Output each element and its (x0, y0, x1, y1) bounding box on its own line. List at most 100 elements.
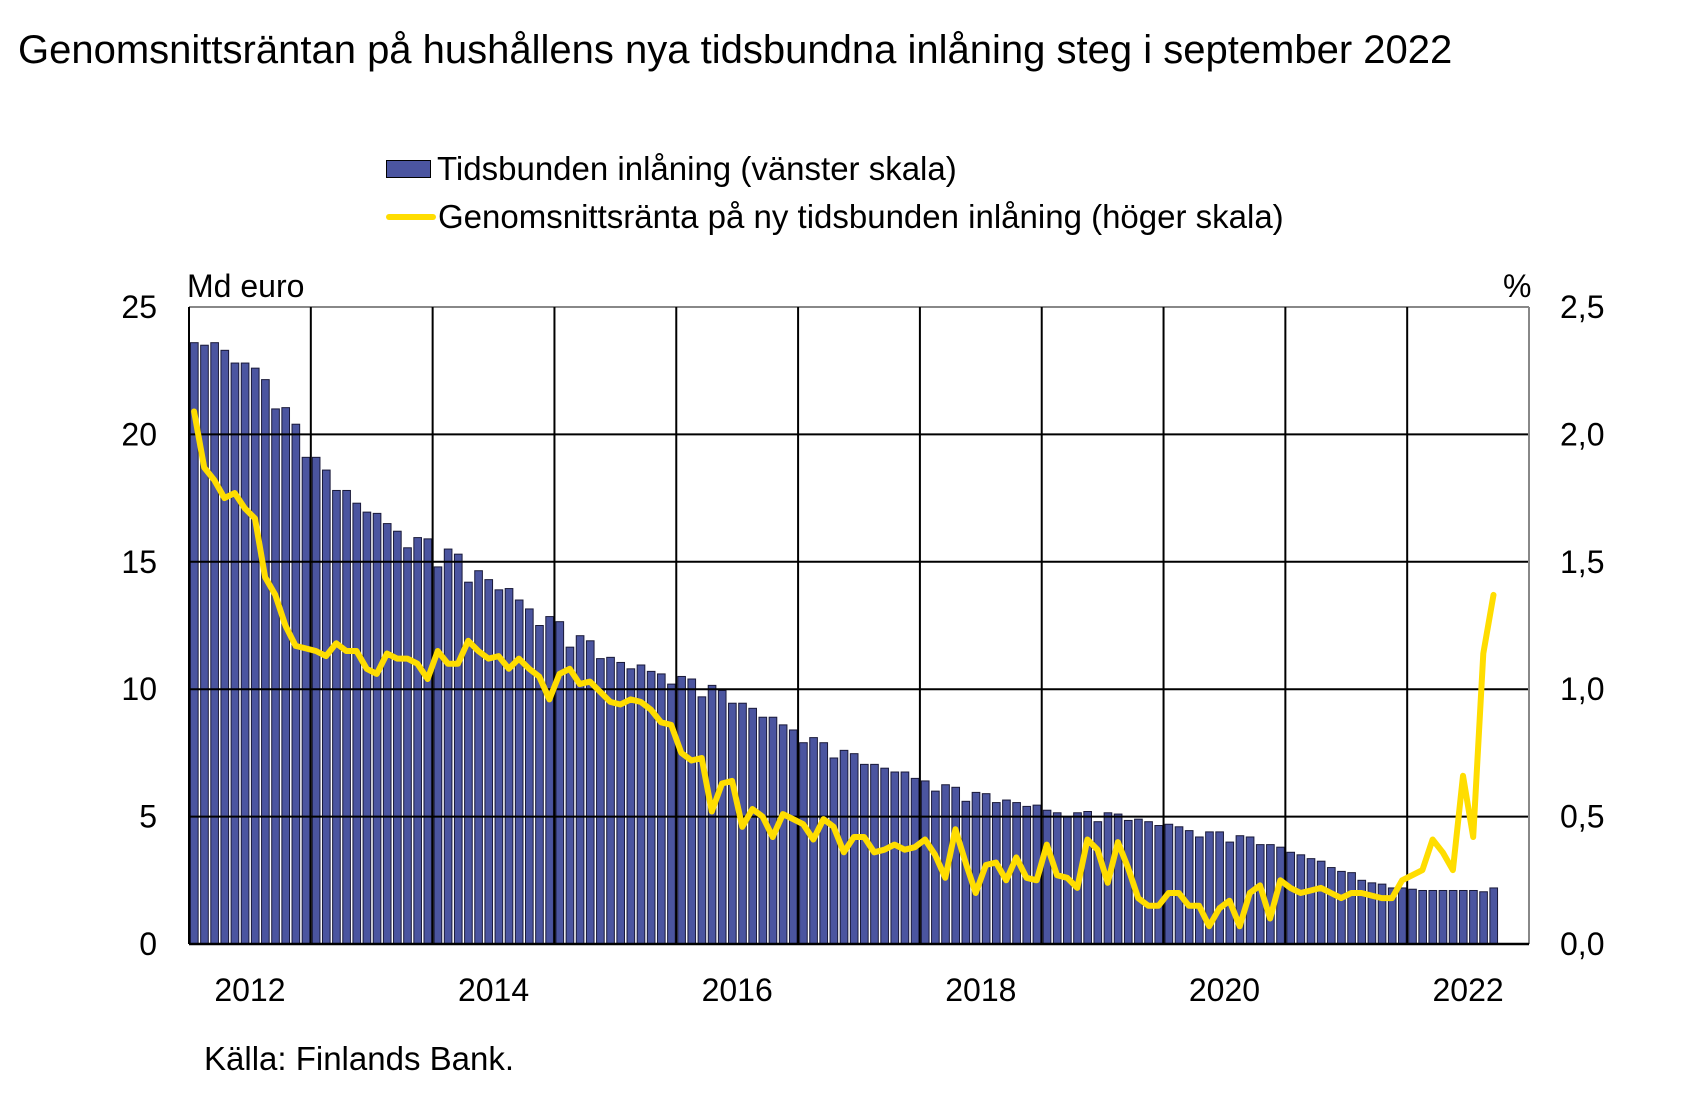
bar (433, 566, 443, 945)
x-tick-label: 2014 (458, 972, 529, 1008)
bar (413, 537, 422, 945)
chart-title: Genomsnittsräntan på hushållens nya tids… (18, 28, 1453, 72)
bar (707, 684, 717, 945)
bar (920, 780, 930, 945)
bar (900, 771, 910, 945)
bar (799, 742, 808, 945)
bar (565, 646, 575, 945)
bar (1306, 858, 1316, 945)
bar (778, 724, 788, 945)
right-tick-label: 0,0 (1560, 926, 1604, 962)
bar (545, 616, 554, 945)
bar (271, 408, 280, 945)
bar (494, 589, 504, 945)
bar (1408, 888, 1417, 945)
x-tick-label: 2020 (1189, 972, 1260, 1008)
bar (890, 771, 900, 945)
bar (484, 579, 494, 945)
bar (1448, 889, 1458, 945)
bar (1479, 891, 1488, 945)
bar (748, 707, 757, 945)
bar (504, 588, 514, 945)
bar (910, 777, 920, 945)
bar (301, 456, 311, 945)
bar (261, 379, 270, 945)
bar (1184, 830, 1194, 945)
bar (1195, 836, 1204, 945)
bar (1316, 860, 1326, 945)
left-axis-unit: Md euro (187, 268, 305, 304)
bar (1286, 851, 1296, 945)
bar (443, 548, 453, 945)
right-tick-label: 0,5 (1560, 799, 1604, 835)
bar (332, 489, 341, 945)
x-tick-label: 2016 (702, 972, 773, 1008)
bar (626, 668, 636, 945)
bar (453, 553, 463, 945)
bar (880, 767, 889, 945)
bar (819, 742, 829, 945)
bar (1326, 867, 1336, 945)
bar (1225, 841, 1235, 945)
bar (1154, 825, 1164, 945)
bar (1337, 870, 1346, 945)
source-note: Källa: Finlands Bank. (204, 1040, 515, 1077)
bar (849, 753, 859, 945)
bar (1266, 844, 1275, 945)
x-tick-label: 2022 (1432, 972, 1503, 1008)
bar (1438, 889, 1448, 945)
left-tick-label: 20 (121, 416, 157, 452)
bar (788, 729, 798, 945)
bar (728, 702, 737, 945)
legend-line-swatch (386, 214, 436, 220)
bar (697, 696, 707, 945)
bar (1489, 887, 1499, 945)
bar (1215, 831, 1224, 945)
legend-label-line: Genomsnittsränta på ny tidsbunden inlåni… (438, 198, 1284, 235)
right-tick-label: 2,5 (1560, 289, 1604, 325)
bar (860, 763, 869, 945)
bar (758, 716, 768, 945)
left-tick-label: 25 (121, 289, 157, 325)
bar (1398, 887, 1407, 945)
bar (230, 362, 240, 945)
right-tick-label: 1,0 (1560, 671, 1604, 707)
bar (393, 530, 402, 945)
bar (596, 658, 605, 945)
bar (1113, 813, 1123, 945)
legend-item-line: Genomsnittsränta på ny tidsbunden inlåni… (386, 198, 1284, 236)
bar (291, 423, 301, 945)
bar (423, 538, 433, 945)
bar (474, 570, 483, 945)
bar (687, 678, 697, 945)
bar (240, 362, 250, 945)
left-tick-label: 0 (139, 926, 157, 962)
bar (1458, 889, 1468, 945)
right-axis-unit: % (1503, 268, 1532, 304)
bar (1012, 802, 1021, 945)
bar (1357, 879, 1367, 945)
bar (372, 512, 382, 945)
x-tick-label: 2012 (214, 972, 285, 1008)
bar (311, 456, 321, 945)
bar (342, 489, 351, 945)
bar (677, 675, 686, 945)
bar (362, 511, 372, 945)
legend-bar-swatch (386, 160, 431, 178)
bar (250, 367, 260, 945)
bar (1296, 854, 1306, 945)
left-tick-label: 5 (139, 799, 157, 835)
bar (1174, 826, 1184, 945)
legend-label-bars: Tidsbunden inlåning (vänster skala) (437, 150, 957, 187)
left-tick-label: 15 (121, 544, 157, 580)
bar (1347, 872, 1356, 945)
bar (1377, 883, 1387, 945)
bar (1042, 809, 1052, 945)
bar (951, 786, 961, 945)
bar (352, 502, 362, 945)
bar (829, 757, 839, 945)
bar (1093, 821, 1103, 945)
bar (971, 791, 981, 945)
bar (464, 581, 473, 945)
